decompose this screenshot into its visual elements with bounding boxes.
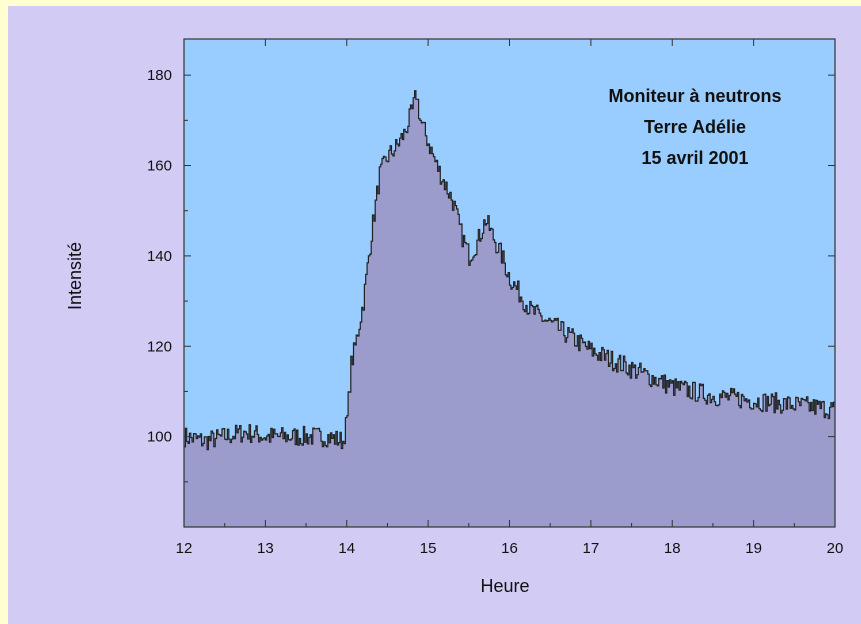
x-tick-label: 15 <box>420 540 437 557</box>
y-tick-label: 180 <box>147 67 172 84</box>
y-tick-label: 100 <box>147 429 172 446</box>
x-tick-label: 20 <box>827 540 844 557</box>
x-tick-label: 14 <box>338 540 355 557</box>
x-tick-label: 17 <box>583 540 600 557</box>
x-tick-label: 16 <box>501 540 518 557</box>
y-axis-title: Intensité <box>65 242 85 310</box>
neutron-monitor-chart: 12 13 14 15 16 17 18 19 20 100 120 140 160 180 Monite… <box>65 38 844 596</box>
y-tick-label: 160 <box>147 158 172 175</box>
intensity-line <box>184 90 836 451</box>
x-tick-label: 18 <box>664 540 681 557</box>
plot-area <box>184 39 836 527</box>
chart-frame: 12 13 14 15 16 17 18 19 20 100 120 140 160 180 Monite… <box>8 6 861 624</box>
x-axis-title: Heure <box>480 576 529 596</box>
annotation-line-2: Terre Adélie <box>644 117 746 137</box>
axes: 12 13 14 15 16 17 18 19 20 100 120 140 160 180 <box>147 38 844 557</box>
x-tick-label: 12 <box>176 540 193 557</box>
y-tick-label: 140 <box>147 248 172 265</box>
x-tick-label: 19 <box>745 540 762 557</box>
x-tick-label: 13 <box>257 540 274 557</box>
annotation-line-3: 15 avril 2001 <box>641 148 748 168</box>
annotation-line-1: Moniteur à neutrons <box>608 86 781 106</box>
y-tick-label: 120 <box>147 338 172 355</box>
